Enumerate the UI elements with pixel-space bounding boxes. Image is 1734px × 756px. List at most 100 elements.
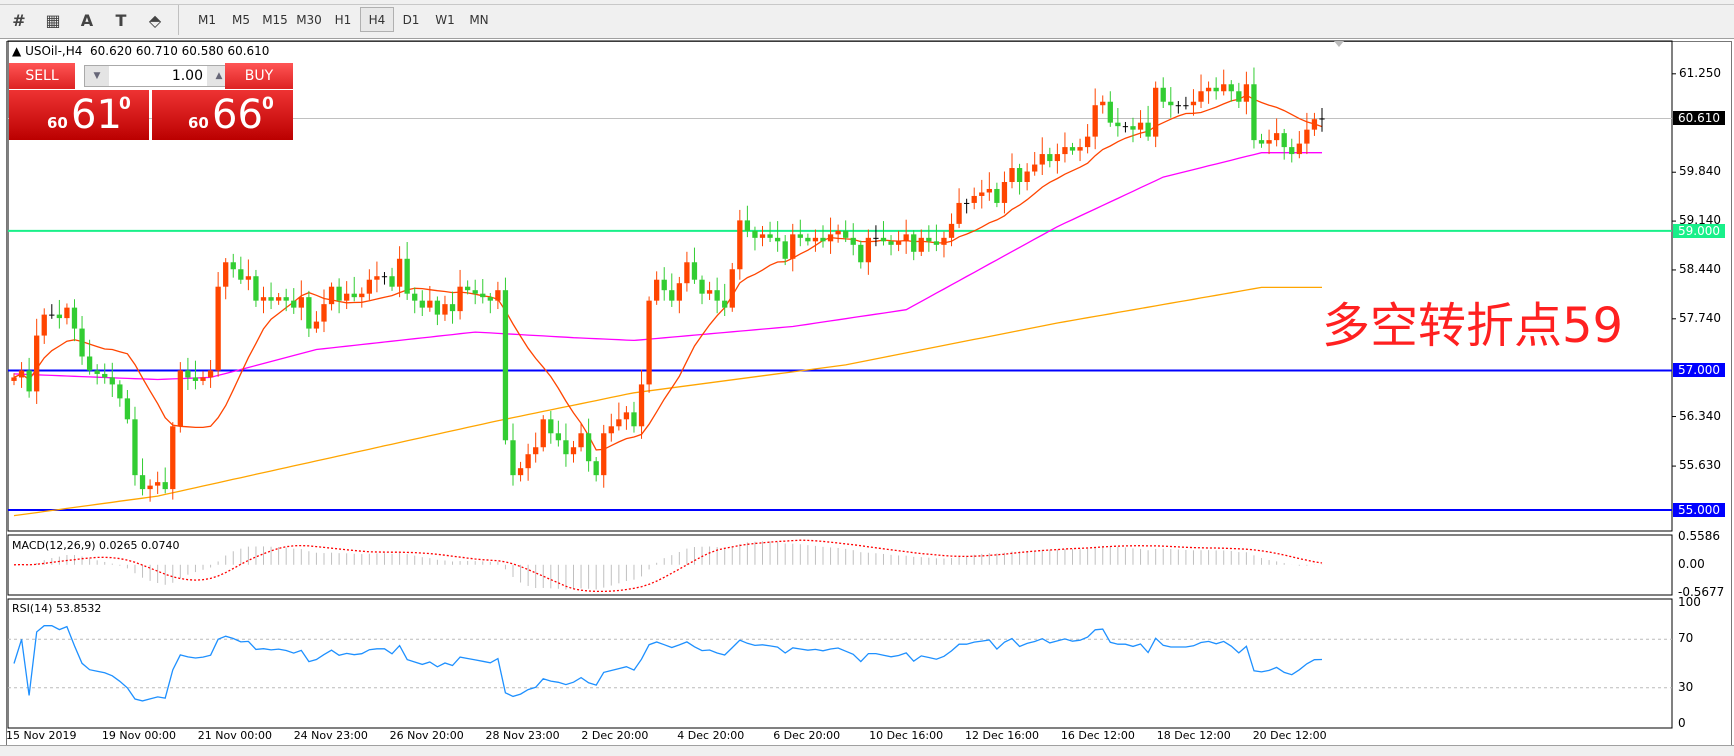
candle (1304, 129, 1310, 144)
candle (313, 321, 320, 329)
candle (366, 279, 372, 294)
candle (1032, 164, 1038, 172)
rsi-panel (7, 598, 1673, 729)
candle (956, 202, 962, 224)
candle (480, 293, 486, 298)
arrows-icon[interactable]: ⬘ (148, 10, 162, 30)
text-label-icon[interactable]: T (115, 10, 127, 30)
time-label: 6 Dec 20:00 (773, 729, 841, 742)
candle (835, 230, 841, 235)
fibonacci-icon[interactable]: ▦ (45, 10, 61, 30)
buy-button[interactable]: BUY (225, 63, 293, 89)
candle (880, 237, 887, 242)
candle (555, 433, 562, 441)
rsi-tick-label: 100 (1678, 595, 1701, 609)
candle (155, 482, 161, 486)
candle (215, 286, 221, 371)
candle (253, 276, 259, 301)
chart-annotation: 多空转折点59 (1322, 298, 1624, 354)
collapse-triangle-icon[interactable]: ▲ (12, 44, 22, 58)
candle (1077, 147, 1083, 151)
candle (1047, 154, 1053, 162)
timeframe-w1[interactable]: W1 (435, 12, 455, 27)
candle (631, 412, 637, 427)
candle (177, 370, 183, 427)
candle (790, 234, 796, 259)
candle (1289, 147, 1295, 155)
candle (971, 195, 977, 203)
candle (1084, 136, 1091, 148)
candle (646, 300, 652, 385)
macd-tick-label: 0.00 (1678, 556, 1705, 571)
chart-shift-icon[interactable] (1334, 41, 1344, 47)
rsi-tick-label: 70 (1678, 631, 1694, 646)
candle (117, 384, 123, 399)
candle (344, 293, 350, 301)
lot-decrease-icon[interactable]: ▼ (85, 66, 109, 86)
timeframe-h4[interactable]: H4 (360, 7, 394, 32)
candle (533, 447, 539, 455)
price-tick-label: 58.440 (1679, 261, 1721, 276)
candle (207, 370, 214, 378)
candle (464, 286, 471, 291)
sell-price-button[interactable]: 60 61 0 (9, 90, 149, 140)
candle (1183, 105, 1189, 107)
candle (706, 290, 713, 294)
price-tick-label: 61.250 (1679, 65, 1721, 80)
candle (548, 419, 554, 434)
buy-price-button[interactable]: 60 66 0 (152, 90, 293, 140)
candle (18, 370, 25, 378)
timeframe-m15[interactable]: M15 (262, 12, 288, 27)
candle (812, 237, 819, 242)
text-icon[interactable]: A (80, 10, 94, 30)
candle (412, 293, 418, 301)
time-label: 16 Dec 12:00 (1060, 729, 1135, 742)
candle (759, 234, 766, 238)
candle (540, 419, 546, 448)
level-label: 57.000 (1673, 363, 1725, 378)
candle (699, 279, 705, 294)
candle (230, 262, 236, 270)
candle (260, 297, 267, 301)
candle (238, 269, 244, 280)
candle (797, 234, 803, 238)
candle (1281, 133, 1287, 148)
candle (1153, 87, 1159, 137)
candle (669, 290, 675, 301)
candle (623, 412, 630, 420)
elliott-wave-icon[interactable]: # (12, 10, 26, 30)
candle (918, 237, 924, 252)
candle (94, 370, 100, 374)
timeframe-m30[interactable]: M30 (296, 12, 322, 27)
candle (752, 230, 758, 238)
candle (1160, 87, 1166, 102)
time-label: 12 Dec 16:00 (965, 729, 1039, 742)
candle (525, 454, 531, 469)
timeframe-mn[interactable]: MN (469, 12, 489, 27)
candle (888, 241, 894, 245)
time-label: 19 Nov 00:00 (101, 729, 177, 742)
candle (926, 237, 932, 242)
candle (1024, 171, 1030, 182)
candle (979, 192, 985, 196)
candle (601, 433, 607, 476)
timeframe-m5[interactable]: M5 (232, 12, 250, 27)
timeframe-d1[interactable]: D1 (402, 12, 420, 27)
price-tick-label: 59.840 (1679, 164, 1721, 179)
price-tick-label: 55.630 (1679, 458, 1721, 473)
candle (374, 276, 380, 280)
candle (26, 370, 32, 392)
timeframe-m1[interactable]: M1 (198, 12, 216, 27)
candle (858, 244, 864, 263)
timeframe-h1[interactable]: H1 (334, 12, 352, 27)
candle (638, 384, 645, 427)
sell-button[interactable]: SELL (9, 63, 75, 89)
symbol-label: USOil-,H4 (25, 44, 83, 58)
candle (442, 304, 448, 315)
candle (185, 370, 191, 378)
lot-size-input[interactable] (111, 67, 207, 84)
candle (1107, 101, 1113, 123)
candle (1016, 168, 1023, 182)
chart-tabs-bar (0, 745, 1734, 756)
